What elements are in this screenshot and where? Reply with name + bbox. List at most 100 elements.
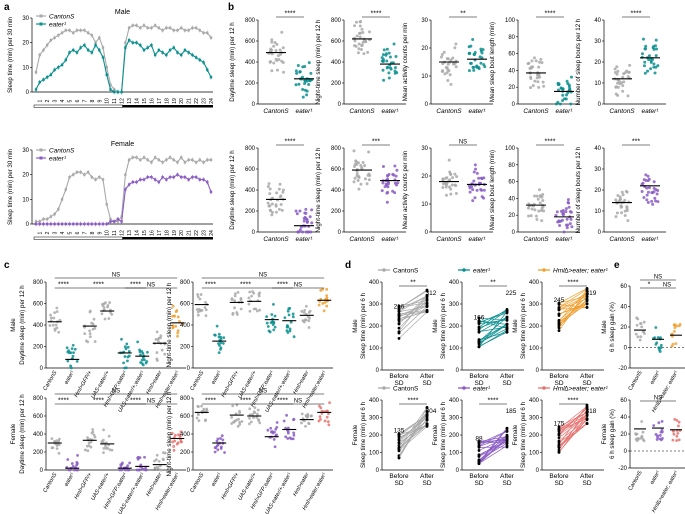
sex-label: Male [432, 319, 439, 333]
y-tick-label: 30 [421, 146, 428, 152]
data-point [209, 36, 213, 39]
data-point [640, 189, 644, 193]
data-point [659, 430, 663, 434]
data-point [387, 51, 391, 55]
data-point [527, 61, 531, 65]
data-point [305, 79, 309, 83]
data-point [194, 26, 198, 30]
y-tick-label: 600 [180, 302, 191, 308]
data-point [101, 222, 105, 226]
data-point [57, 437, 61, 441]
data-point [673, 330, 676, 333]
y-tick-label: 400 [180, 432, 191, 438]
data-point [651, 202, 655, 206]
data-point [381, 53, 385, 57]
paired-line [558, 304, 588, 308]
x-tick-label: 10 [105, 98, 111, 104]
data-point [215, 324, 219, 328]
data-point [298, 209, 302, 213]
x-tick-label: CantonS [189, 472, 205, 494]
data-point [308, 79, 312, 83]
paired-line [398, 302, 428, 308]
data-point [618, 198, 622, 202]
data-point [187, 29, 190, 32]
data-point [157, 158, 161, 162]
y-tick-label: 800 [331, 18, 342, 24]
data-point [71, 354, 75, 358]
data-point [116, 90, 120, 94]
x-tick-label: Before [549, 473, 569, 480]
data-point [471, 188, 475, 192]
data-point [101, 46, 105, 49]
data-point [209, 76, 213, 79]
x-tick-label: 12 [120, 230, 126, 236]
paired-line [398, 419, 428, 451]
data-point [187, 51, 190, 54]
data-point [86, 449, 90, 453]
legend-marker [462, 386, 466, 390]
data-point [183, 48, 187, 52]
data-point [327, 423, 331, 427]
legend-label: eater¹ [49, 21, 67, 28]
x-tick-label: SD [554, 380, 563, 387]
data-point [191, 158, 194, 162]
data-point [300, 421, 303, 425]
data-point [385, 59, 389, 63]
data-point [155, 453, 159, 457]
x-tick-label: eater¹ [63, 370, 76, 386]
data-point [482, 188, 486, 192]
data-point [557, 428, 561, 432]
data-point [146, 46, 149, 49]
x-tick-label: 14 [135, 98, 141, 104]
data-point [541, 199, 545, 203]
sig-label: **** [488, 398, 499, 405]
data-point [75, 359, 79, 363]
data-point [180, 26, 183, 30]
x-tick-label: 20 [179, 98, 185, 104]
mean-label: 166 [474, 314, 485, 321]
data-point [454, 42, 458, 46]
y-tick-label: 800 [33, 280, 44, 286]
y-tick-label: 400 [449, 280, 460, 286]
data-point [270, 40, 274, 44]
paired-line [398, 290, 428, 309]
panel-label-a: a [4, 2, 10, 13]
x-tick-label: 6 [75, 99, 81, 102]
data-point [677, 438, 681, 442]
data-point [505, 426, 509, 430]
data-point [624, 189, 628, 193]
y-tick-label: 0 [512, 102, 516, 108]
data-point [216, 448, 220, 452]
y-axis-title: Daytime sleep (min) per 12 h [229, 22, 236, 102]
data-point [275, 191, 279, 195]
data-point [654, 54, 658, 58]
data-point [657, 421, 661, 425]
x-tick-label: 19 [172, 98, 178, 104]
y-tick-label: 300 [529, 416, 540, 422]
paired-line [398, 311, 428, 339]
mean-label: 175 [554, 420, 565, 427]
legend-label: eater¹ [473, 385, 491, 392]
data-point [83, 43, 86, 47]
y-tick-label: 200 [33, 450, 44, 456]
data-point [305, 93, 309, 97]
data-point [568, 222, 572, 226]
data-point [42, 222, 45, 226]
data-point [94, 178, 97, 181]
data-point [220, 434, 224, 438]
data-point [90, 222, 94, 226]
data-point [301, 95, 305, 99]
data-point [677, 424, 680, 428]
data-point [386, 185, 390, 189]
data-point [479, 176, 483, 180]
paired-line [558, 408, 588, 434]
data-point [270, 213, 274, 217]
paired-line [478, 329, 508, 348]
sig-label: NS [147, 283, 155, 289]
legend-marker [39, 156, 43, 160]
x-tick-label: 24 [209, 230, 215, 236]
legend-label: CantonS [49, 147, 75, 154]
data-point [118, 468, 122, 472]
sex-label: Female [432, 424, 439, 445]
data-point [443, 72, 447, 76]
